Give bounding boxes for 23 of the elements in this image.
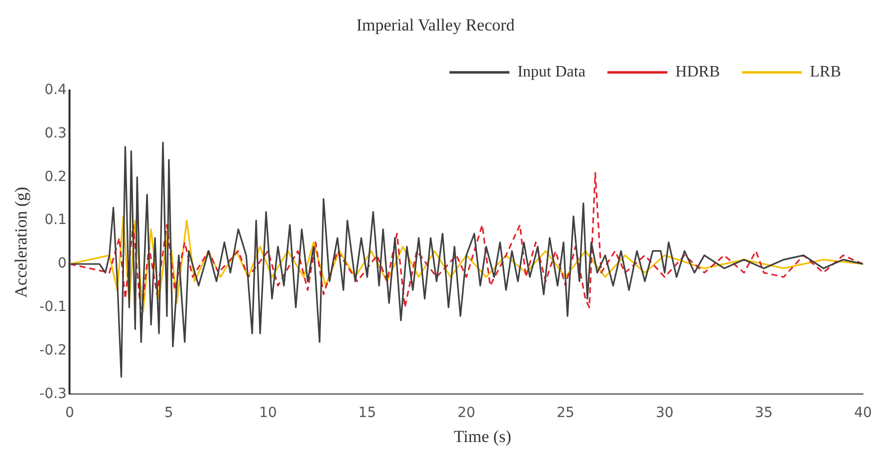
y-tick-label: 0.4 <box>44 82 67 98</box>
y-tick-label: -0.3 <box>39 386 67 402</box>
y-tick-label: 0 <box>58 256 67 272</box>
x-tick-label: 10 <box>259 405 277 422</box>
y-tick-label: -0.2 <box>39 342 67 358</box>
y-tick-label: 0.2 <box>44 168 67 185</box>
x-tick-label: 35 <box>754 405 773 422</box>
x-tick-label: 40 <box>854 405 872 422</box>
line-series <box>70 172 863 317</box>
y-axis-title: Acceleration (g) <box>12 186 31 298</box>
legend-label: Input Data <box>517 64 586 81</box>
y-tick-label: -0.1 <box>39 299 67 316</box>
legend-label: LRB <box>810 64 842 81</box>
x-tick-label: 15 <box>358 405 376 422</box>
x-tick-label: 5 <box>164 405 174 422</box>
y-tick-label: 0.1 <box>44 212 67 228</box>
x-tick-label: 20 <box>457 405 476 422</box>
legend-label: HDRB <box>675 64 720 81</box>
y-tick-label: 0.3 <box>44 125 67 142</box>
x-tick-label: 30 <box>656 405 674 422</box>
x-tick-label: 25 <box>556 405 574 422</box>
chart-title: Imperial Valley Record <box>356 16 516 35</box>
x-axis-title: Time (s) <box>452 427 512 447</box>
